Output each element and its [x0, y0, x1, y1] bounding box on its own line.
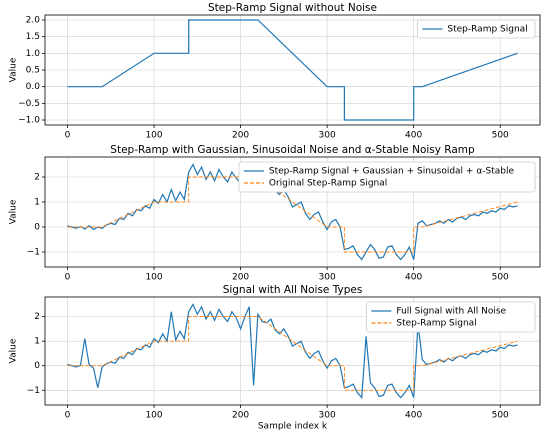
x-tick-label: 500 — [492, 411, 509, 421]
legend-label: Step-Ramp Signal — [396, 319, 476, 329]
x-tick-label: 0 — [65, 131, 71, 141]
x-tick-label: 100 — [145, 131, 162, 141]
x-tick-label: 0 — [65, 273, 71, 283]
legend-box — [416, 19, 536, 39]
data-line — [67, 19, 518, 121]
legend-label: Full Signal with All Noise — [396, 307, 506, 317]
x-tick-label: 200 — [232, 131, 249, 141]
x-tick-label: 100 — [145, 273, 162, 283]
y-axis-label: Value — [9, 57, 19, 82]
x-tick-label: 200 — [232, 273, 249, 283]
x-tick-label: 200 — [232, 411, 249, 421]
plot-frame — [44, 156, 541, 268]
y-tick-label: 0.5 — [26, 66, 40, 76]
y-tick-label: 2.0 — [26, 16, 41, 26]
data-line — [67, 163, 518, 261]
x-tick-label: 300 — [319, 131, 336, 141]
x-tick-label: 400 — [405, 131, 422, 141]
legend-box — [365, 301, 536, 333]
x-tick-label: 300 — [319, 411, 336, 421]
legend-label: Step-Ramp Signal — [447, 25, 527, 35]
y-axis-label: Value — [9, 199, 19, 224]
panel-title: Step-Ramp Signal without Noise — [208, 2, 377, 14]
legend-box — [238, 161, 536, 193]
y-tick-label: 2 — [34, 173, 40, 183]
y-tick-label: 0 — [34, 361, 40, 371]
legend-label: Step-Ramp Signal + Gaussian + Sinusoidal… — [269, 167, 515, 177]
x-tick-label: 300 — [319, 273, 336, 283]
x-tick-label: 500 — [492, 131, 509, 141]
x-tick-label: 400 — [405, 273, 422, 283]
data-line — [67, 176, 518, 253]
x-axis-label: Sample index k — [258, 422, 328, 430]
y-tick-label: 2 — [34, 312, 40, 322]
plot-frame — [44, 14, 541, 126]
legend-label: Original Step-Ramp Signal — [269, 179, 387, 189]
y-tick-label: 0.0 — [26, 82, 41, 92]
x-tick-label: 100 — [145, 411, 162, 421]
x-tick-label: 0 — [65, 411, 71, 421]
y-tick-label: −1 — [27, 386, 40, 396]
y-tick-label: 1 — [34, 198, 40, 208]
y-tick-label: −1 — [27, 248, 40, 258]
plot-frame — [44, 296, 541, 406]
y-tick-label: 0 — [34, 223, 40, 233]
panel-title: Signal with All Noise Types — [223, 284, 363, 296]
data-line — [67, 303, 518, 400]
panel-title: Step-Ramp with Gaussian, Sinusoidal Nois… — [110, 144, 475, 156]
y-axis-label: Value — [9, 338, 19, 363]
x-tick-label: 500 — [492, 273, 509, 283]
y-tick-label: 1.0 — [26, 49, 41, 59]
x-tick-label: 400 — [405, 411, 422, 421]
y-tick-label: −0.5 — [18, 99, 40, 109]
y-tick-label: 1 — [34, 337, 40, 347]
y-tick-label: 1.5 — [26, 32, 40, 42]
data-line — [67, 316, 518, 391]
y-tick-label: −1.0 — [18, 116, 40, 126]
